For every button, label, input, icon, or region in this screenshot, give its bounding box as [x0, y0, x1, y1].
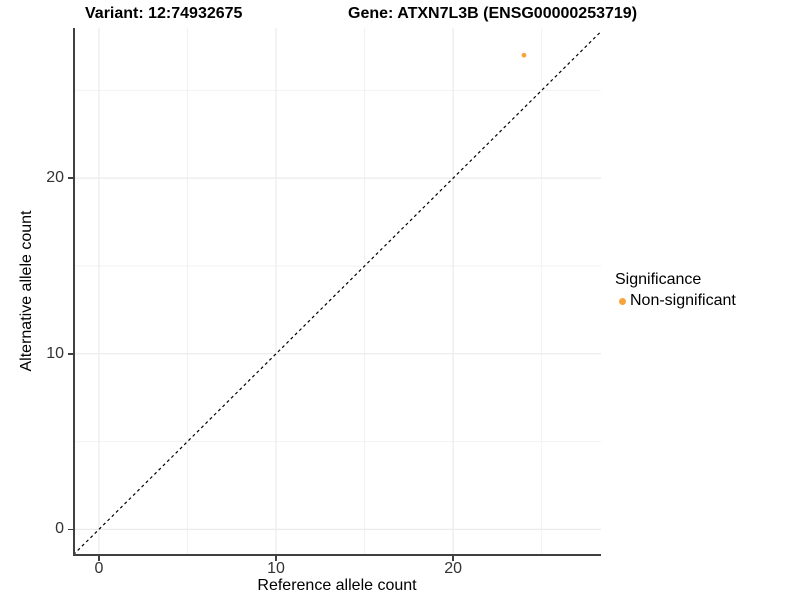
- legend-item-label: Non-significant: [630, 292, 736, 309]
- x-tick-mark: [452, 556, 454, 561]
- x-tick-mark: [275, 556, 277, 561]
- legend-title: Significance: [615, 271, 702, 288]
- y-tick-label: 0: [55, 520, 64, 538]
- x-tick-mark: [98, 556, 100, 561]
- variant-title: Variant: 12:74932675: [85, 5, 243, 22]
- plot-panel: [73, 28, 601, 556]
- y-tick-mark: [68, 528, 73, 531]
- diagonal-reference-line: [75, 30, 601, 554]
- x-tick-label: 20: [444, 560, 463, 577]
- legend-point-icon: [619, 297, 626, 305]
- x-tick-label: 10: [267, 560, 285, 577]
- legend-item: Non-significant: [615, 290, 736, 312]
- data-point: [521, 52, 527, 58]
- y-tick-label: 20: [46, 169, 64, 187]
- legend: Significance Non-significant: [615, 270, 736, 312]
- plot-canvas: [75, 28, 601, 554]
- y-tick-mark: [68, 177, 73, 179]
- y-tick-label: 10: [46, 344, 64, 362]
- x-axis-label: Reference allele count: [257, 577, 417, 594]
- gene-title: Gene: ATXN7L3B (ENSG00000253719): [348, 5, 638, 22]
- x-tick-label: 0: [94, 560, 104, 577]
- y-tick-mark: [68, 353, 73, 355]
